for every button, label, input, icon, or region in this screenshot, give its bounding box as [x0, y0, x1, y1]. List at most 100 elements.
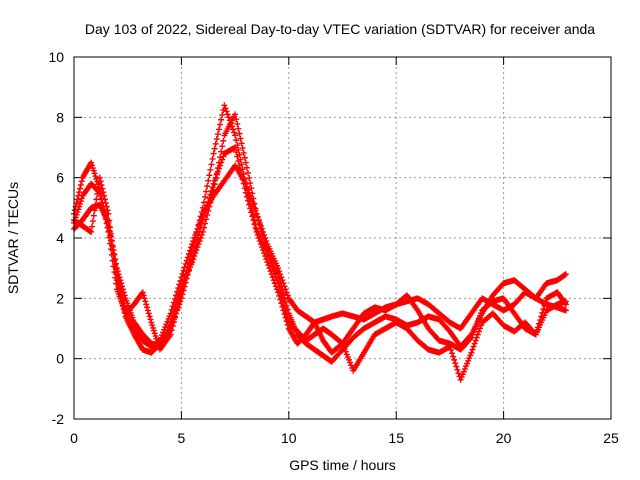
data-point — [459, 371, 466, 378]
data-point — [89, 218, 96, 225]
data-point — [186, 263, 193, 270]
data-point — [167, 325, 174, 332]
data-point — [204, 202, 211, 209]
data-point — [234, 120, 241, 127]
x-tick-label: 25 — [603, 430, 619, 446]
data-point — [119, 283, 126, 290]
data-point — [112, 263, 119, 270]
data-point — [188, 260, 195, 267]
data-point — [215, 165, 222, 172]
data-point — [78, 195, 85, 202]
data-point — [91, 207, 98, 214]
data-point — [170, 316, 177, 323]
data-point — [219, 156, 226, 163]
data-point — [107, 230, 114, 237]
data-point — [236, 162, 243, 169]
data-point — [184, 271, 191, 278]
data-point — [254, 214, 261, 221]
y-tick-label: 8 — [56, 109, 64, 125]
data-point — [144, 304, 151, 311]
data-point — [232, 132, 239, 139]
data-point — [182, 260, 189, 267]
data-point — [244, 197, 251, 204]
data-point — [100, 189, 107, 196]
data-point — [120, 306, 127, 313]
data-point — [91, 170, 98, 177]
data-point — [169, 319, 176, 326]
data-point — [208, 187, 215, 194]
data-point — [190, 252, 197, 259]
data-point — [272, 283, 279, 290]
data-point — [146, 313, 153, 320]
data-point — [250, 195, 257, 202]
data-point — [474, 331, 481, 338]
data-point — [74, 196, 81, 203]
data-point — [117, 291, 124, 298]
data-point — [119, 302, 126, 309]
data-point — [253, 228, 260, 235]
data-point — [88, 228, 95, 235]
data-point — [180, 287, 187, 294]
data-point — [283, 289, 290, 296]
data-point — [191, 248, 198, 255]
data-point — [260, 232, 267, 239]
data-point — [249, 190, 256, 197]
data-point — [119, 298, 126, 305]
data-point — [461, 365, 468, 372]
data-point — [237, 167, 244, 174]
data-point — [111, 257, 118, 264]
data-point — [341, 346, 348, 353]
data-point — [220, 137, 227, 144]
data-point — [200, 213, 207, 220]
data-point — [205, 177, 212, 184]
data-point — [111, 251, 118, 258]
data-point — [470, 329, 477, 336]
data-point — [467, 335, 474, 342]
data-point — [472, 337, 479, 344]
data-point — [143, 301, 150, 308]
data-point — [232, 111, 239, 118]
data-point — [347, 359, 354, 366]
data-point — [345, 356, 352, 363]
data-point — [90, 212, 97, 219]
data-point — [534, 324, 541, 331]
data-point — [471, 340, 478, 347]
data-point — [284, 292, 291, 299]
data-point — [192, 244, 199, 251]
y-tick-label: 2 — [56, 290, 64, 306]
series-track-1 — [71, 162, 569, 350]
data-point — [175, 294, 182, 301]
grid — [74, 57, 611, 419]
data-point — [183, 275, 190, 282]
data-point — [268, 260, 275, 267]
data-point — [348, 362, 355, 369]
data-point — [105, 210, 112, 217]
data-point — [121, 309, 128, 316]
data-point — [251, 200, 258, 207]
data-point — [533, 327, 540, 334]
data-point — [451, 356, 458, 363]
data-point — [231, 129, 238, 136]
data-point — [475, 315, 482, 322]
data-point — [271, 280, 278, 287]
data-point — [254, 231, 261, 238]
data-point — [217, 162, 224, 169]
data-point — [97, 178, 104, 185]
data-point — [277, 296, 284, 303]
data-point — [199, 216, 206, 223]
data-point — [253, 210, 260, 217]
x-tick-label: 5 — [178, 430, 186, 446]
data-point — [145, 310, 152, 317]
data-point — [234, 153, 241, 160]
data-point — [248, 209, 255, 216]
data-point — [140, 292, 147, 299]
data-point — [470, 343, 477, 350]
data-point — [152, 333, 159, 340]
data-point — [257, 225, 264, 232]
data-point — [471, 326, 478, 333]
data-point — [562, 271, 569, 278]
data-point — [189, 256, 196, 263]
data-point — [252, 225, 259, 232]
plot-frame — [73, 56, 612, 420]
data-point — [233, 137, 240, 144]
